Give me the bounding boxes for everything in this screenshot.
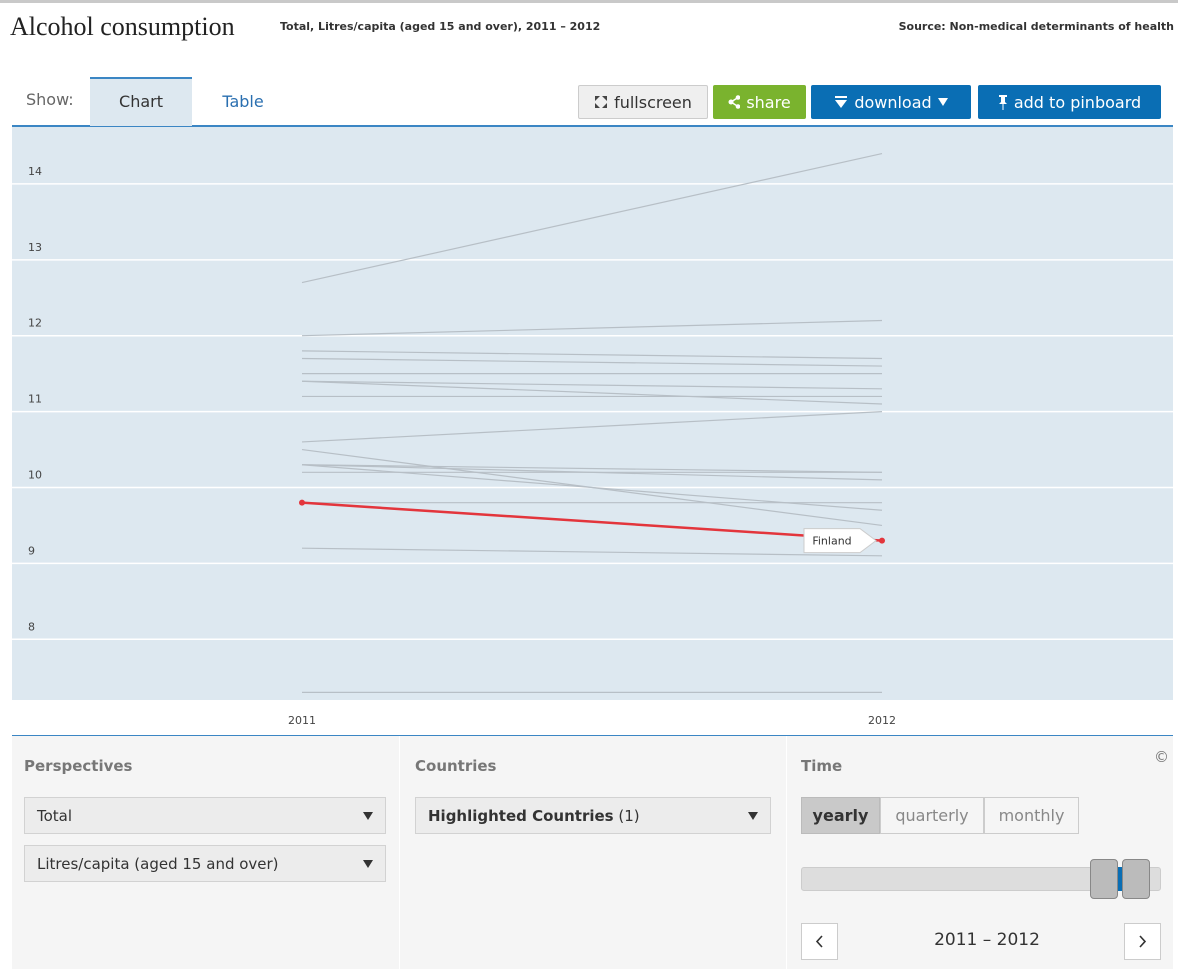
label-box <box>803 528 877 554</box>
y-tick-label: 12 <box>28 317 42 330</box>
slider-handle[interactable] <box>1122 859 1150 899</box>
pinboard-text: add to pinboard <box>1013 92 1142 112</box>
next-button[interactable] <box>1124 923 1161 960</box>
perspectives-label: Perspectives <box>24 757 133 775</box>
time-label: Time <box>801 757 843 775</box>
share-icon <box>728 95 741 109</box>
x-tick-label: 2011 <box>288 714 316 727</box>
count: (1) <box>618 806 640 825</box>
dropdown-arrow <box>937 98 948 106</box>
selection: Highlighted Countries <box>428 806 614 825</box>
line <box>301 411 883 443</box>
perspective-dropdown[interactable]: Litres/capita (aged 15 and over) <box>24 845 386 882</box>
mode-quarterly[interactable]: quarterly <box>880 797 984 834</box>
divider <box>399 736 400 970</box>
series-label: Finland <box>812 535 851 548</box>
line <box>301 152 883 284</box>
dropdown-value: Highlighted Countries (1) <box>428 807 640 825</box>
line <box>301 380 883 405</box>
prev-button[interactable] <box>801 923 838 960</box>
dropdown-value: Litres/capita (aged 15 and over) <box>37 854 279 873</box>
perspective-dropdown[interactable]: Total <box>24 797 386 834</box>
line <box>301 464 883 473</box>
share-text: share <box>746 92 791 112</box>
mode-yearly[interactable]: yearly <box>801 797 880 834</box>
line <box>301 350 883 360</box>
countries-label: Countries <box>415 757 497 775</box>
point <box>879 537 885 544</box>
top-rule <box>0 0 1178 3</box>
chevron-left <box>815 935 823 948</box>
show-label: Show: <box>26 90 74 109</box>
countries-dropdown[interactable]: Highlighted Countries (1) <box>415 797 771 834</box>
pin-icon <box>998 95 1007 110</box>
pinboard-button[interactable]: add to pinboard <box>978 85 1161 119</box>
highlight-line <box>301 501 883 542</box>
y-tick-label: 11 <box>28 393 42 406</box>
share-button[interactable]: share <box>713 85 806 119</box>
chart: 8 9 10 11 12 13 14 2011 2012 Finland <box>12 127 1173 727</box>
fullscreen-button[interactable]: fullscreen <box>578 85 708 119</box>
y-tick-label: 8 <box>28 620 35 633</box>
x-tick-label: 2012 <box>868 714 896 727</box>
line <box>301 380 883 390</box>
dropdown-value: Total <box>37 806 73 825</box>
y-tick-label: 13 <box>28 241 42 254</box>
source: Source: Non-medical determinants of heal… <box>898 20 1174 33</box>
fullscreen-icon <box>595 96 608 108</box>
mode-monthly[interactable]: monthly <box>984 797 1079 834</box>
dropdown-arrow <box>363 811 373 820</box>
point <box>299 499 305 506</box>
download-icon <box>835 96 848 108</box>
y-tick-label: 9 <box>28 544 35 557</box>
time-range: 2011 – 2012 <box>934 930 1040 950</box>
toolbar: Show: Chart Table <box>12 77 1173 127</box>
line <box>301 319 883 337</box>
copyright: © <box>1154 748 1169 766</box>
divider <box>786 736 787 970</box>
dropdown-arrow <box>748 811 758 820</box>
title: Alcohol consumption <box>10 12 235 41</box>
controls-panel: Perspectives Total Litres/capita (aged 1… <box>12 735 1173 970</box>
y-tick-label: 10 <box>28 468 42 481</box>
plot-background <box>12 127 1173 700</box>
chevron-right <box>1139 935 1147 948</box>
download-text: download <box>854 92 932 112</box>
dropdown-arrow <box>363 859 373 868</box>
line <box>301 547 883 557</box>
tab-chart[interactable]: Chart <box>90 77 192 126</box>
y-tick-label: 14 <box>28 165 42 178</box>
slider-handle[interactable] <box>1090 859 1118 899</box>
download-button[interactable]: download <box>811 85 971 119</box>
subtitle: Total, Litres/capita (aged 15 and over),… <box>280 20 601 33</box>
tab-table[interactable]: Table <box>222 92 264 111</box>
fullscreen-text: fullscreen <box>614 92 692 112</box>
line <box>301 357 883 367</box>
